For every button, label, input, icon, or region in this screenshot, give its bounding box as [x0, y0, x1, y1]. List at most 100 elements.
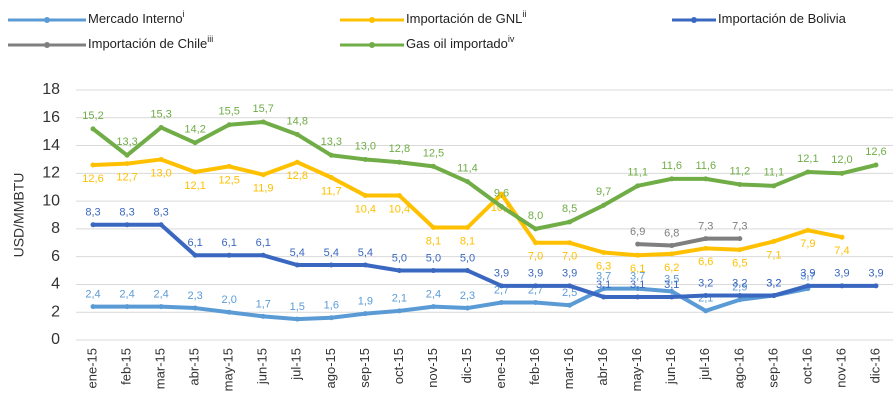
point-marker: [533, 226, 539, 232]
point-marker: [771, 183, 777, 189]
value-label: 15,5: [218, 106, 239, 118]
point-marker: [362, 156, 368, 162]
point-marker: [499, 283, 505, 289]
series-line: [93, 286, 809, 322]
value-label: 2,5: [562, 287, 577, 299]
y-tick-label: 16: [42, 109, 60, 126]
value-label: 13,0: [150, 167, 171, 179]
value-label: 3,9: [494, 268, 509, 280]
legend-label: Importación de Chileiii: [88, 34, 213, 51]
value-label: 3,9: [562, 268, 577, 280]
legend-name: Gas oil importado: [406, 36, 508, 51]
point-marker: [362, 193, 368, 199]
value-label: 3,7: [596, 271, 611, 283]
legend-name: Importación de Chile: [88, 36, 207, 51]
point-marker: [158, 222, 164, 228]
value-label: 8,5: [562, 203, 577, 215]
value-label: 2,9: [732, 282, 747, 294]
value-label: 7,1: [766, 249, 781, 261]
point-marker: [567, 302, 573, 308]
legend-label: Importación de GNLii: [406, 9, 526, 26]
point-marker: [328, 315, 334, 321]
legend-name: Mercado Interno: [88, 11, 183, 26]
legend-marker: [44, 42, 50, 48]
point-marker: [90, 162, 96, 168]
x-tick-label: nov-15: [425, 348, 440, 388]
point-marker: [158, 304, 164, 310]
value-label: 6,1: [630, 263, 645, 275]
value-label: 12,6: [865, 146, 886, 158]
value-label: 7,4: [834, 245, 849, 257]
point-marker: [260, 119, 266, 125]
value-label: 12,5: [423, 147, 444, 159]
point-marker: [635, 294, 641, 300]
value-label: 10,4: [355, 203, 376, 215]
value-label: 12,1: [797, 153, 818, 165]
x-tick-label: oct-15: [391, 348, 406, 384]
series-line: [91, 119, 877, 231]
point-marker: [703, 293, 709, 299]
point-marker: [226, 252, 232, 258]
value-label: 11,4: [457, 163, 478, 175]
x-tick-label: jul-16: [697, 348, 712, 381]
x-tick-label: sep-15: [357, 348, 372, 388]
point-marker: [567, 283, 573, 289]
point-marker: [464, 305, 470, 311]
legend-superscript: iv: [508, 34, 515, 44]
point-marker: [294, 159, 300, 165]
value-label: 1,5: [290, 301, 305, 313]
value-label: 14,2: [184, 124, 205, 136]
point-marker: [90, 222, 96, 228]
value-label: 11,9: [253, 183, 274, 195]
value-label: 6,5: [732, 258, 747, 270]
y-tick-label: 4: [51, 276, 60, 293]
point-marker: [226, 122, 232, 128]
legend-marker: [369, 17, 375, 23]
value-label: 7,3: [732, 221, 747, 233]
point-marker: [635, 183, 641, 189]
point-marker: [635, 241, 641, 247]
point-marker: [396, 308, 402, 314]
value-label: 12,7: [116, 172, 137, 184]
value-label: 7,3: [698, 221, 713, 233]
point-marker: [703, 176, 709, 182]
point-marker: [839, 234, 845, 240]
value-label: 5,0: [460, 252, 475, 264]
value-label: 8,3: [153, 207, 168, 219]
point-marker: [396, 268, 402, 274]
point-marker: [260, 172, 266, 178]
value-label: 1,6: [324, 300, 339, 312]
value-label: 5,0: [426, 252, 441, 264]
value-label: 8,1: [460, 235, 475, 247]
value-label: 11,7: [321, 185, 342, 197]
value-label: 6,3: [596, 260, 611, 272]
point-marker: [703, 236, 709, 242]
y-tick-label: 10: [42, 192, 60, 209]
point-marker: [430, 163, 436, 169]
value-label: 6,1: [187, 237, 202, 249]
value-label: 1,9: [358, 296, 373, 308]
value-label: 2,1: [392, 293, 407, 305]
point-marker: [464, 179, 470, 185]
point-marker: [567, 240, 573, 246]
point-marker: [430, 304, 436, 310]
legend-marker: [691, 17, 697, 23]
value-label: 5,4: [358, 247, 373, 259]
y-tick-label: 18: [42, 81, 60, 98]
value-label: 5,4: [290, 247, 305, 259]
x-tick-label: may-15: [221, 348, 236, 391]
legend-name: Importación de Bolivia: [718, 11, 847, 26]
point-marker: [601, 250, 607, 255]
point-marker: [192, 169, 198, 175]
point-marker: [737, 297, 743, 303]
point-marker: [669, 176, 675, 182]
value-label: 3,2: [766, 277, 781, 289]
point-marker: [635, 286, 641, 292]
point-marker: [328, 262, 334, 268]
point-marker: [567, 219, 573, 225]
value-label: 6,9: [630, 226, 645, 238]
point-marker: [90, 126, 96, 132]
x-tick-label: feb-16: [527, 348, 542, 385]
x-tick-label: feb-15: [119, 348, 134, 385]
value-label: 7,0: [528, 251, 543, 263]
